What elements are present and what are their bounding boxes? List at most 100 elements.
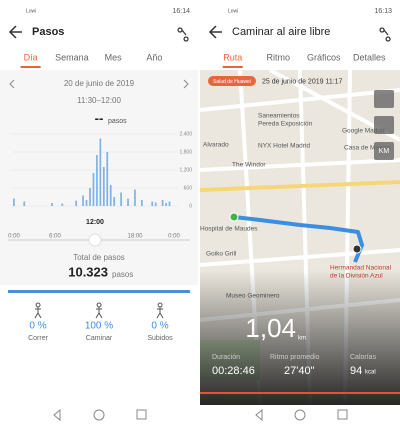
- stats-overlay: [200, 270, 400, 405]
- x-tick-label: 6:00: [49, 234, 61, 240]
- map-label: The Windor: [232, 162, 266, 169]
- nav-recent[interactable]: [136, 409, 147, 420]
- bar: [151, 201, 154, 206]
- nav-bar: [53, 408, 147, 422]
- map-label: Goiko Grill: [206, 251, 237, 258]
- bar: [82, 195, 84, 206]
- tab[interactable]: Ritmo: [266, 52, 290, 62]
- bar: [23, 201, 26, 206]
- activity-icon: [34, 302, 42, 319]
- tab[interactable]: Mes: [105, 52, 123, 62]
- bar: [134, 189, 136, 206]
- total-label: Total de pasos: [73, 253, 125, 262]
- title: Caminar al aire libre: [232, 26, 330, 38]
- bar: [51, 203, 53, 206]
- progress-bar: [8, 290, 190, 293]
- route-start: [229, 212, 239, 222]
- map-label: Hermandad Nacional: [330, 265, 392, 272]
- stat-label: Ritmo promedio: [270, 354, 320, 361]
- selected-time: 12:00: [86, 219, 104, 226]
- map-label: Alvarado: [203, 142, 229, 149]
- nav-recent[interactable]: [337, 409, 348, 420]
- tab[interactable]: Ruta: [223, 52, 242, 62]
- tab[interactable]: Gráficos: [307, 52, 341, 62]
- y-tick-label: 600: [184, 185, 193, 191]
- status-time: 16:13: [374, 8, 392, 15]
- stat-value: 27'40": [284, 365, 315, 377]
- pace-bar: [200, 392, 400, 394]
- nav-back[interactable]: [53, 408, 61, 422]
- unit-button-label: KM: [379, 148, 390, 155]
- current-steps: --: [95, 110, 104, 125]
- y-tick-label: 1.800: [179, 149, 192, 155]
- route-icon[interactable]: [379, 27, 391, 42]
- route: [233, 215, 364, 263]
- map-label: Pereda Exposición: [258, 121, 313, 128]
- activity-icon: [95, 302, 103, 319]
- activity-label: Caminar: [86, 335, 113, 342]
- distance-unit: km: [298, 336, 306, 342]
- tab[interactable]: Detalles: [353, 52, 386, 62]
- map-label: Saneamientos: [258, 113, 300, 120]
- stat-value: 00:28:46: [212, 365, 255, 377]
- activity-percent: 0 %: [29, 321, 46, 332]
- bar: [102, 167, 105, 206]
- y-tick-label: 2.400: [179, 131, 192, 137]
- bar: [89, 188, 91, 206]
- tab[interactable]: Día: [24, 52, 38, 62]
- layers-button[interactable]: [374, 116, 394, 134]
- bar: [120, 192, 122, 206]
- tab[interactable]: Semana: [55, 52, 89, 62]
- date-arrows[interactable]: [9, 79, 189, 89]
- total-unit: pasos: [112, 270, 133, 279]
- bar: [106, 152, 109, 206]
- bar: [140, 200, 143, 206]
- bar: [161, 200, 164, 206]
- nav-home[interactable]: [93, 409, 105, 421]
- x-tick-label: 0:00: [168, 234, 180, 240]
- bar: [99, 138, 102, 206]
- route-icon[interactable]: [177, 27, 189, 42]
- left-screen: Lowi 16:14 Pasos Día Semana Mes Año 20 de j…: [0, 0, 198, 428]
- main-road: [199, 180, 400, 192]
- bar: [75, 200, 78, 206]
- back-button[interactable]: [208, 25, 222, 39]
- y-tick-label: 0: [189, 203, 192, 209]
- bar: [85, 200, 88, 206]
- map-label: Casa de Mexico: [344, 145, 391, 152]
- total-steps: 10.323: [68, 264, 108, 279]
- chart-panel: [0, 70, 198, 285]
- stat-unit: kcal: [365, 370, 376, 376]
- map-label: NYX Hotel Madrid: [258, 143, 310, 150]
- locate-button[interactable]: [374, 90, 394, 108]
- back-button[interactable]: [8, 25, 22, 39]
- activity-percent: 100 %: [85, 321, 113, 332]
- map-label: Google Madrid: [342, 128, 385, 135]
- map-label: Hospital de Maudes: [200, 226, 258, 233]
- source-badge: [208, 76, 256, 86]
- activity-percent: 0 %: [151, 321, 168, 332]
- current-unit: pasos: [108, 118, 127, 125]
- tab-indicator: [20, 66, 41, 68]
- bar: [96, 155, 98, 206]
- stat-value: 94: [350, 365, 362, 377]
- nav-back[interactable]: [255, 408, 263, 422]
- slider-knob[interactable]: [88, 233, 102, 247]
- tab[interactable]: Año: [146, 52, 162, 62]
- bar: [168, 201, 171, 206]
- bar: [165, 203, 167, 206]
- time-range: 11:30–12:00: [77, 96, 121, 105]
- bar: [113, 197, 116, 206]
- unit-button[interactable]: [374, 142, 394, 160]
- workout-date: 25 de junio de 2019 11:17: [262, 78, 343, 85]
- distance: 1,04: [245, 313, 296, 343]
- bar: [127, 198, 129, 206]
- stat-label: Calorías: [350, 354, 377, 361]
- nav-home[interactable]: [294, 409, 306, 421]
- bar: [61, 203, 64, 206]
- activity-label: Subidos: [147, 335, 173, 342]
- title: Pasos: [32, 26, 64, 38]
- route-end: [352, 244, 362, 254]
